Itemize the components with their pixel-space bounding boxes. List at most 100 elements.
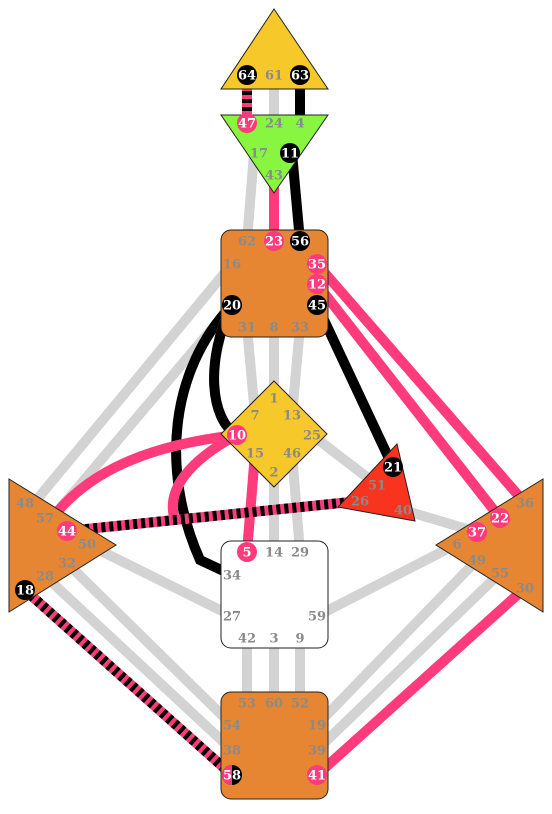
channel-26-44 (66, 496, 361, 536)
gate-25: 25 (303, 429, 321, 444)
gate-label: 30 (516, 582, 534, 597)
gate-label: 24 (265, 117, 283, 132)
gate-label: 53 (238, 697, 256, 712)
gate-50: 50 (78, 538, 96, 553)
gate-label: 6 (452, 538, 461, 553)
gate-label: 33 (291, 321, 309, 336)
gate-label: 17 (250, 147, 268, 162)
gate-30: 30 (516, 582, 534, 597)
gate-label: 32 (58, 557, 76, 572)
gate-label: 8 (269, 321, 278, 336)
gate-27: 27 (223, 610, 241, 625)
gate-label: 14 (265, 546, 283, 561)
gate-label: 57 (36, 512, 54, 527)
gate-34: 34 (223, 569, 241, 584)
channel-28-38 (41, 572, 236, 754)
gate-24: 24 (265, 117, 283, 132)
gate-label: 11 (281, 147, 299, 162)
gate-label: 47 (238, 117, 256, 132)
gate-label: 29 (291, 546, 309, 561)
root-center (220, 691, 329, 800)
gate-label: 55 (491, 567, 509, 582)
gate-53: 53 (238, 697, 256, 712)
gate-37: 37 (467, 522, 487, 542)
gate-11: 11 (280, 143, 300, 163)
gate-label: 15 (246, 447, 264, 462)
channel-49-19 (313, 556, 481, 729)
gate-47: 47 (237, 113, 257, 133)
gate-60: 60 (265, 697, 283, 712)
channel-12-22 (313, 280, 504, 522)
centers (8, 8, 544, 800)
gate-44: 44 (57, 521, 77, 541)
gate-2: 2 (269, 466, 278, 481)
gate-63: 63 (290, 65, 310, 85)
gate-label: 44 (58, 525, 76, 540)
gate-43: 43 (265, 169, 283, 184)
channel-7-31 (242, 326, 260, 416)
gate-label: 27 (223, 610, 241, 625)
gate-29: 29 (291, 546, 309, 561)
gate-12: 12 (307, 274, 327, 294)
gate-label: 40 (394, 504, 412, 519)
gate-label: 35 (308, 258, 326, 273)
gate-label: 9 (295, 632, 304, 647)
channel-15-5 (242, 452, 260, 553)
spleen-center (8, 478, 117, 613)
gate-label: 52 (291, 697, 309, 712)
gate-23: 23 (264, 231, 284, 251)
channel-30-41 (313, 584, 529, 779)
gate-label: 20 (223, 299, 241, 314)
gate-label: 13 (283, 409, 301, 424)
gate-22: 22 (490, 508, 510, 528)
gate-33: 33 (291, 321, 309, 336)
gate-label: 19 (308, 719, 326, 734)
gate-17: 17 (250, 147, 268, 162)
gate-48: 48 (16, 497, 34, 512)
ajna-center (220, 114, 329, 194)
gate-26: 26 (351, 495, 369, 510)
gate-label: 60 (265, 697, 283, 712)
gate-20: 20 (222, 295, 242, 315)
gate-label: 48 (16, 497, 34, 512)
gate-16: 16 (223, 258, 241, 273)
channel-55-39 (313, 569, 504, 754)
gate-6: 6 (452, 538, 461, 553)
gate-8: 8 (269, 321, 278, 336)
channel-10-57 (48, 430, 238, 522)
gate-label: 61 (265, 69, 283, 84)
gate-64: 64 (237, 65, 257, 85)
gate-label: 25 (303, 429, 321, 444)
gate-label: 50 (78, 538, 96, 553)
gate-40: 40 (394, 504, 412, 519)
gate-1: 1 (269, 392, 278, 407)
channel-32-54 (63, 559, 236, 729)
gate-label: 5 (242, 546, 251, 561)
solar-plexus-center (435, 478, 544, 613)
gate-58: 58 (222, 765, 242, 785)
gate-38: 38 (223, 744, 241, 759)
gate-62: 62 (238, 235, 256, 250)
channel-6-59 (314, 539, 460, 621)
gate-51: 51 (368, 479, 386, 494)
gate-label: 36 (516, 497, 534, 512)
gate-18: 18 (15, 580, 35, 600)
gate-15: 15 (246, 447, 264, 462)
gate-label: 63 (291, 69, 309, 84)
gate-label: 56 (291, 235, 309, 250)
gate-label: 26 (351, 495, 369, 510)
gate-label: 58 (223, 769, 241, 784)
gate-label: 18 (16, 584, 34, 599)
gate-57: 57 (36, 512, 54, 527)
gate-56: 56 (290, 231, 310, 251)
gate-label: 3 (269, 632, 278, 647)
g-center (220, 380, 328, 488)
gate-28: 28 (36, 570, 54, 585)
channel-50-27 (84, 539, 235, 621)
gate-14: 14 (265, 546, 283, 561)
channel-20-34 (171, 301, 236, 580)
gate-label: 39 (308, 744, 326, 759)
gate-19: 19 (308, 719, 326, 734)
gate-54: 54 (223, 719, 241, 734)
